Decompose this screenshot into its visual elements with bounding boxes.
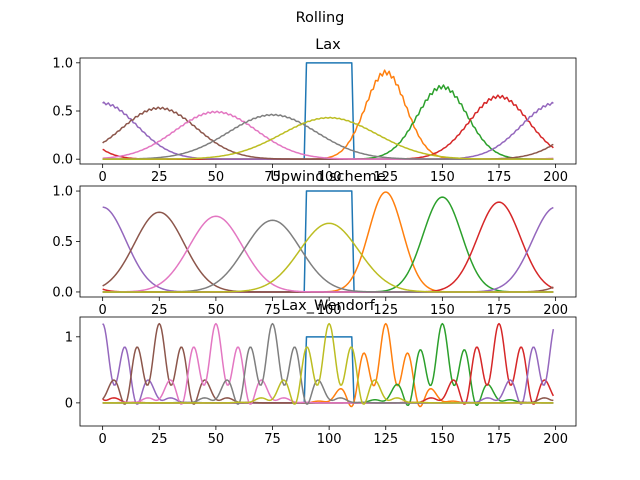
series-line bbox=[102, 201, 554, 293]
x-tick-label: 0 bbox=[99, 170, 107, 185]
y-tick-label: 0.0 bbox=[52, 153, 73, 168]
series-line bbox=[102, 196, 554, 293]
x-tick-label: 125 bbox=[373, 170, 398, 185]
series-line bbox=[102, 84, 554, 160]
panel-upwind: 0 25 50 75 100 125 150 175 200 0.0 0.5 1.0 Upwind sc… bbox=[52, 169, 577, 318]
y-tick-label: 0.0 bbox=[52, 285, 73, 300]
x-tick-label: 50 bbox=[208, 432, 225, 447]
y-tick-label: 0 bbox=[65, 396, 73, 411]
series-line bbox=[102, 322, 554, 406]
series-line bbox=[102, 69, 554, 160]
series-line bbox=[102, 336, 554, 404]
panel-lax-wendorf: 0 25 50 75 100 125 150 175 200 0 1 Lax_Wendorf bbox=[65, 298, 577, 447]
panel-title-upwind: Upwind scheme bbox=[270, 169, 385, 185]
x-tick-label: 75 bbox=[264, 303, 281, 318]
series-line bbox=[102, 222, 554, 293]
series-line bbox=[102, 116, 554, 160]
figure-suptitle: Rolling bbox=[296, 10, 345, 26]
series-line bbox=[102, 322, 555, 405]
x-tick-label: 25 bbox=[151, 170, 168, 185]
series-line bbox=[102, 322, 554, 408]
panel-lax: 0 25 50 75 100 125 150 175 200 0.0 0.5 1.0 Lax bbox=[52, 37, 577, 185]
series-line bbox=[102, 322, 554, 405]
series-line bbox=[102, 211, 554, 293]
series-line bbox=[102, 322, 554, 405]
series-line bbox=[102, 190, 554, 293]
x-tick-label: 150 bbox=[430, 432, 455, 447]
x-tick-label: 150 bbox=[430, 170, 455, 185]
x-tick-label: 175 bbox=[487, 432, 512, 447]
x-tick-label: 100 bbox=[317, 432, 342, 447]
x-tick-label: 75 bbox=[264, 432, 281, 447]
x-tick-label: 100 bbox=[317, 303, 342, 318]
series-line bbox=[102, 191, 554, 293]
panel-title-lax: Lax bbox=[315, 37, 341, 53]
x-tick-label: 200 bbox=[543, 303, 568, 318]
series-line bbox=[102, 323, 555, 405]
axes-frame bbox=[79, 316, 577, 427]
series-line bbox=[102, 219, 554, 293]
x-tick-label: 25 bbox=[151, 303, 168, 318]
panel-title-lax-wendorf: Lax_Wendorf bbox=[281, 298, 375, 314]
y-tick-label: 0.5 bbox=[52, 235, 73, 250]
series-line bbox=[102, 94, 554, 160]
x-tick-label: 75 bbox=[264, 170, 281, 185]
x-tick-label: 100 bbox=[317, 170, 342, 185]
x-tick-label: 150 bbox=[430, 303, 455, 318]
x-tick-label: 200 bbox=[543, 170, 568, 185]
series-line bbox=[102, 322, 554, 405]
axes-frame bbox=[79, 57, 577, 165]
x-tick-label: 50 bbox=[208, 303, 225, 318]
x-tick-label: 125 bbox=[373, 432, 398, 447]
x-tick-label: 0 bbox=[99, 432, 107, 447]
x-tick-label: 0 bbox=[99, 303, 107, 318]
x-tick-label: 200 bbox=[543, 432, 568, 447]
x-tick-label: 175 bbox=[487, 170, 512, 185]
y-tick-label: 0.5 bbox=[52, 105, 73, 120]
y-tick-label: 1 bbox=[65, 330, 73, 345]
x-tick-label: 175 bbox=[487, 303, 512, 318]
series-line bbox=[102, 215, 554, 293]
x-tick-label: 25 bbox=[151, 432, 168, 447]
y-tick-label: 1.0 bbox=[52, 185, 73, 200]
x-tick-label: 50 bbox=[208, 170, 225, 185]
y-tick-label: 1.0 bbox=[52, 56, 73, 71]
x-tick-label: 125 bbox=[373, 303, 398, 318]
series-line bbox=[102, 322, 554, 405]
